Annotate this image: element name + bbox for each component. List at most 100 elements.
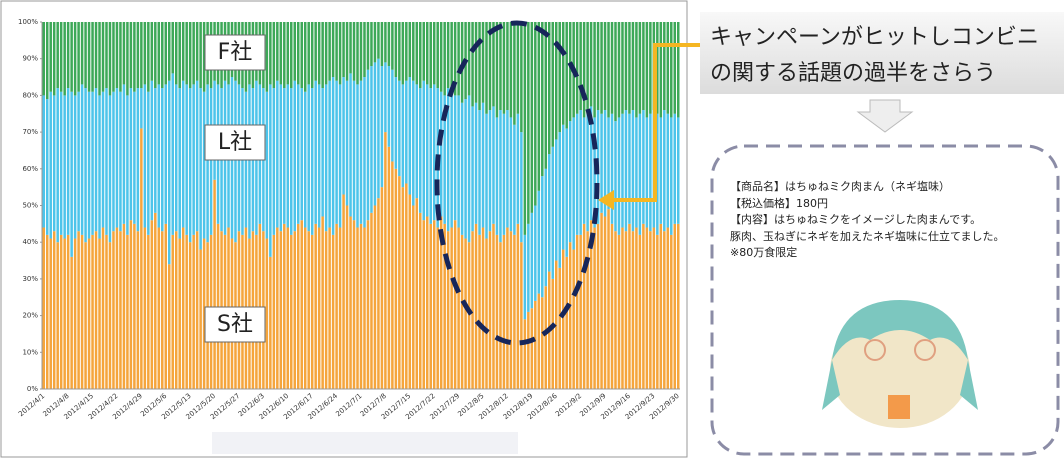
bar-segment — [196, 22, 199, 81]
bar-segment — [548, 154, 551, 271]
bar-segment — [311, 88, 314, 235]
bar-segment — [409, 77, 412, 194]
bar-segment — [663, 22, 666, 110]
y-tick-label: 90% — [22, 55, 38, 63]
bar-segment — [91, 235, 94, 389]
bar-segment — [604, 22, 607, 110]
bar-segment — [276, 81, 279, 228]
bar-segment — [175, 84, 178, 231]
bar-segment — [579, 22, 582, 110]
bar-segment — [614, 22, 617, 121]
bar-segment — [457, 95, 460, 227]
bar-segment — [297, 84, 300, 223]
bar-segment — [307, 84, 310, 231]
bar-segment — [46, 235, 49, 389]
bar-segment — [422, 220, 425, 389]
bar-segment — [297, 22, 300, 84]
bar-segment — [471, 22, 474, 106]
bar-segment — [482, 103, 485, 228]
bar-segment — [269, 84, 272, 256]
bar-segment — [656, 235, 659, 389]
bar-segment — [440, 22, 443, 92]
bar-segment — [520, 242, 523, 389]
bar-segment — [91, 92, 94, 235]
bar-segment — [649, 114, 652, 231]
bar-segment — [496, 235, 499, 389]
bar-segment — [381, 22, 384, 66]
bar-segment — [304, 228, 307, 389]
bar-segment — [53, 22, 56, 95]
bar-segment — [674, 224, 677, 389]
bar-segment — [154, 88, 157, 213]
bar-segment — [98, 239, 101, 389]
bar-segment — [325, 231, 328, 389]
y-tick-label: 40% — [22, 238, 38, 246]
bar-segment — [667, 228, 670, 389]
bar-segment — [304, 22, 307, 92]
bar-segment — [478, 22, 481, 110]
bar-segment — [391, 161, 394, 389]
bar-segment — [116, 88, 119, 227]
bar-segment — [63, 239, 66, 389]
bar-segment — [503, 235, 506, 389]
bar-segment — [158, 228, 161, 389]
mouth — [888, 395, 910, 419]
bar-segment — [457, 22, 460, 95]
bar-segment — [287, 228, 290, 389]
bar-segment — [409, 194, 412, 389]
bar-segment — [558, 268, 561, 389]
bar-segment — [489, 110, 492, 231]
product-text: 豚肉、玉ねぎにネギを加えたネギ塩味に仕立てました。 — [730, 229, 1004, 243]
bar-segment — [534, 206, 537, 301]
bar-segment — [450, 228, 453, 389]
bar-segment — [600, 22, 603, 114]
bar-segment — [436, 228, 439, 389]
bar-segment — [402, 84, 405, 187]
bar-segment — [199, 22, 202, 88]
bar-segment — [499, 22, 502, 110]
bar-segment — [489, 231, 492, 389]
bar-segment — [667, 22, 670, 114]
bar-segment — [192, 84, 195, 234]
bar-segment — [314, 81, 317, 224]
bar-segment — [151, 81, 154, 220]
bar-segment — [318, 84, 321, 227]
bar-segment — [670, 235, 673, 389]
bar-segment — [471, 106, 474, 231]
bar-segment — [283, 22, 286, 88]
bar-segment — [192, 235, 195, 389]
bar-segment — [628, 22, 631, 114]
bar-segment — [199, 250, 202, 389]
bar-segment — [370, 22, 373, 66]
bar-segment — [116, 228, 119, 389]
bar-segment — [513, 125, 516, 235]
bar-segment — [499, 242, 502, 389]
bar-segment — [63, 22, 66, 95]
bar-segment — [332, 22, 335, 77]
bar-segment — [670, 117, 673, 234]
bar-segment — [287, 22, 290, 84]
bar-segment — [405, 22, 408, 81]
bar-segment — [199, 88, 202, 249]
bar-segment — [377, 198, 380, 389]
bar-segment — [342, 194, 345, 389]
bar-segment — [84, 242, 87, 389]
bar-segment — [607, 209, 610, 389]
bar-segment — [412, 22, 415, 81]
bar-segment — [433, 84, 436, 220]
bar-segment — [144, 84, 147, 227]
bar-segment — [49, 92, 52, 239]
bar-segment — [112, 92, 115, 231]
bar-segment — [670, 22, 673, 117]
bar-segment — [328, 22, 331, 81]
bar-segment — [660, 22, 663, 117]
bar-segment — [482, 22, 485, 103]
bar-segment — [628, 114, 631, 224]
bar-segment — [468, 22, 471, 95]
bar-segment — [63, 95, 66, 238]
bar-segment — [384, 22, 387, 62]
bar-segment — [482, 228, 485, 389]
bar-segment — [510, 22, 513, 117]
bar-segment — [632, 231, 635, 389]
bar-segment — [492, 106, 495, 223]
